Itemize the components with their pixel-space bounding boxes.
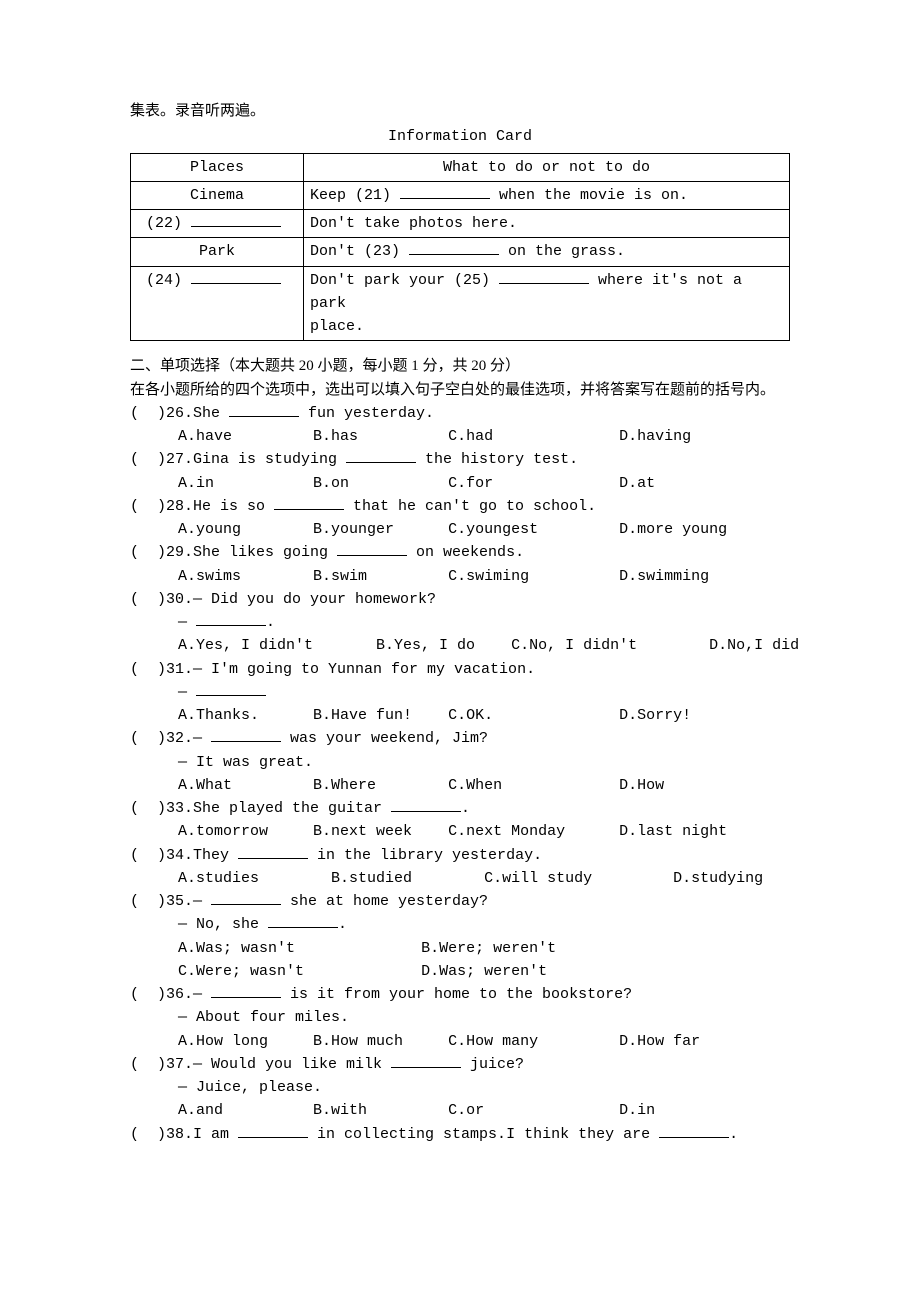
q30-opts[interactable]: A.Yes, I didn't B.Yes, I do C.No, I didn… [178, 634, 790, 657]
blank-q36[interactable] [211, 984, 281, 999]
q35-opts-ab[interactable]: A.Was; wasn't B.Were; weren't [178, 937, 790, 960]
blank-q31[interactable] [196, 681, 266, 696]
q31-opts[interactable]: A.Thanks. B.Have fun! C.OK. D.Sorry! [178, 704, 790, 727]
q35-ans: — No, she . [178, 913, 790, 936]
blank-q28[interactable] [274, 495, 344, 510]
q34-stem: ( )34.They in the library yesterday. [130, 844, 790, 867]
q32-ans: — It was great. [178, 751, 790, 774]
blank-q29[interactable] [337, 542, 407, 557]
q36-ans: — About four miles. [178, 1006, 790, 1029]
header-places: Places [131, 153, 304, 181]
q27-stem: ( )27.Gina is studying the history test. [130, 448, 790, 471]
q32-opts[interactable]: A.What B.Where C.When D.How [178, 774, 790, 797]
cell-park: Park [131, 238, 304, 266]
q30-dash: — . [178, 611, 790, 634]
blank-q38a[interactable] [238, 1123, 308, 1138]
blank-24[interactable] [191, 269, 281, 284]
q33-stem: ( )33.She played the guitar . [130, 797, 790, 820]
q37-stem: ( )37.— Would you like milk juice? [130, 1053, 790, 1076]
blank-q38b[interactable] [659, 1123, 729, 1138]
section2-instr: 在各小题所给的四个选项中，选出可以填入句子空白处的最佳选项，并将答案写在题前的括… [130, 379, 790, 402]
cell-cinema-rule: Keep (21) when the movie is on. [304, 181, 790, 209]
blank-q26[interactable] [229, 402, 299, 417]
q33-opts[interactable]: A.tomorrow B.next week C.next Monday D.l… [178, 820, 790, 843]
info-card-table: Places What to do or not to do Cinema Ke… [130, 153, 790, 342]
blank-22[interactable] [191, 213, 281, 228]
blank-q35a[interactable] [211, 891, 281, 906]
cell-24-rule: Don't park your (25) where it's not a pa… [304, 266, 790, 341]
q31-stem: ( )31.— I'm going to Yunnan for my vacat… [130, 658, 790, 681]
blank-q27[interactable] [346, 449, 416, 464]
table-row: (22) Don't take photos here. [131, 210, 790, 238]
blank-q30[interactable] [196, 612, 266, 627]
blank-q33[interactable] [391, 798, 461, 813]
q34-opts[interactable]: A.studies B.studied C.will study D.study… [178, 867, 790, 890]
blank-21[interactable] [400, 184, 490, 199]
q37-opts[interactable]: A.and B.with C.or D.in [178, 1099, 790, 1122]
cell-24: (24) [131, 266, 304, 341]
q36-opts[interactable]: A.How long B.How much C.How many D.How f… [178, 1030, 790, 1053]
q37-ans: — Juice, please. [178, 1076, 790, 1099]
table-row: Park Don't (23) on the grass. [131, 238, 790, 266]
blank-q37[interactable] [391, 1053, 461, 1068]
q31-dash: — [178, 681, 790, 704]
q38-stem: ( )38.I am in collecting stamps.I think … [130, 1123, 790, 1146]
q26-opts[interactable]: A.have B.has C.had D.having [178, 425, 790, 448]
blank-25[interactable] [499, 269, 589, 284]
q32-stem: ( )32.— was your weekend, Jim? [130, 727, 790, 750]
section2-title: 二、单项选择（本大题共 20 小题，每小题 1 分，共 20 分） [130, 355, 790, 378]
table-row: (24) Don't park your (25) where it's not… [131, 266, 790, 341]
q26-stem: ( )26.She fun yesterday. [130, 402, 790, 425]
q30-stem: ( )30.— Did you do your homework? [130, 588, 790, 611]
blank-23[interactable] [409, 241, 499, 256]
cell-22: (22) [131, 210, 304, 238]
intro-line: 集表。录音听两遍。 [130, 100, 790, 123]
cell-cinema: Cinema [131, 181, 304, 209]
table-row: Cinema Keep (21) when the movie is on. [131, 181, 790, 209]
q35-stem: ( )35.— she at home yesterday? [130, 890, 790, 913]
cell-park-rule: Don't (23) on the grass. [304, 238, 790, 266]
q28-opts[interactable]: A.young B.younger C.youngest D.more youn… [178, 518, 790, 541]
blank-q32[interactable] [211, 728, 281, 743]
cell-22-rule: Don't take photos here. [304, 210, 790, 238]
header-what: What to do or not to do [304, 153, 790, 181]
q28-stem: ( )28.He is so that he can't go to schoo… [130, 495, 790, 518]
q35-opts-cd[interactable]: C.Were; wasn't D.Was; weren't [178, 960, 790, 983]
table-caption: Information Card [130, 125, 790, 148]
blank-q35b[interactable] [268, 914, 338, 929]
q27-opts[interactable]: A.in B.on C.for D.at [178, 472, 790, 495]
table-row: Places What to do or not to do [131, 153, 790, 181]
q36-stem: ( )36.— is it from your home to the book… [130, 983, 790, 1006]
blank-q34[interactable] [238, 844, 308, 859]
q29-opts[interactable]: A.swims B.swim C.swiming D.swimming [178, 565, 790, 588]
q29-stem: ( )29.She likes going on weekends. [130, 541, 790, 564]
